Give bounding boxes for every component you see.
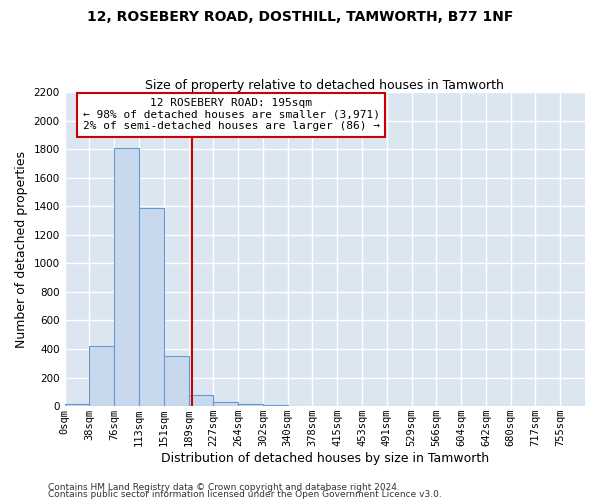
Text: 12, ROSEBERY ROAD, DOSTHILL, TAMWORTH, B77 1NF: 12, ROSEBERY ROAD, DOSTHILL, TAMWORTH, B… [87,10,513,24]
Bar [89,346,114,406]
Bar [139,208,164,406]
Bar [114,148,139,406]
Bar [65,404,89,406]
Title: Size of property relative to detached houses in Tamworth: Size of property relative to detached ho… [145,79,504,92]
Text: 12 ROSEBERY ROAD: 195sqm
← 98% of detached houses are smaller (3,971)
2% of semi: 12 ROSEBERY ROAD: 195sqm ← 98% of detach… [83,98,380,132]
Bar [188,396,214,406]
X-axis label: Distribution of detached houses by size in Tamworth: Distribution of detached houses by size … [161,452,489,465]
Bar [238,404,263,406]
Y-axis label: Number of detached properties: Number of detached properties [15,150,28,348]
Text: Contains public sector information licensed under the Open Government Licence v3: Contains public sector information licen… [48,490,442,499]
Text: Contains HM Land Registry data © Crown copyright and database right 2024.: Contains HM Land Registry data © Crown c… [48,484,400,492]
Bar [164,356,188,406]
Bar [214,402,238,406]
